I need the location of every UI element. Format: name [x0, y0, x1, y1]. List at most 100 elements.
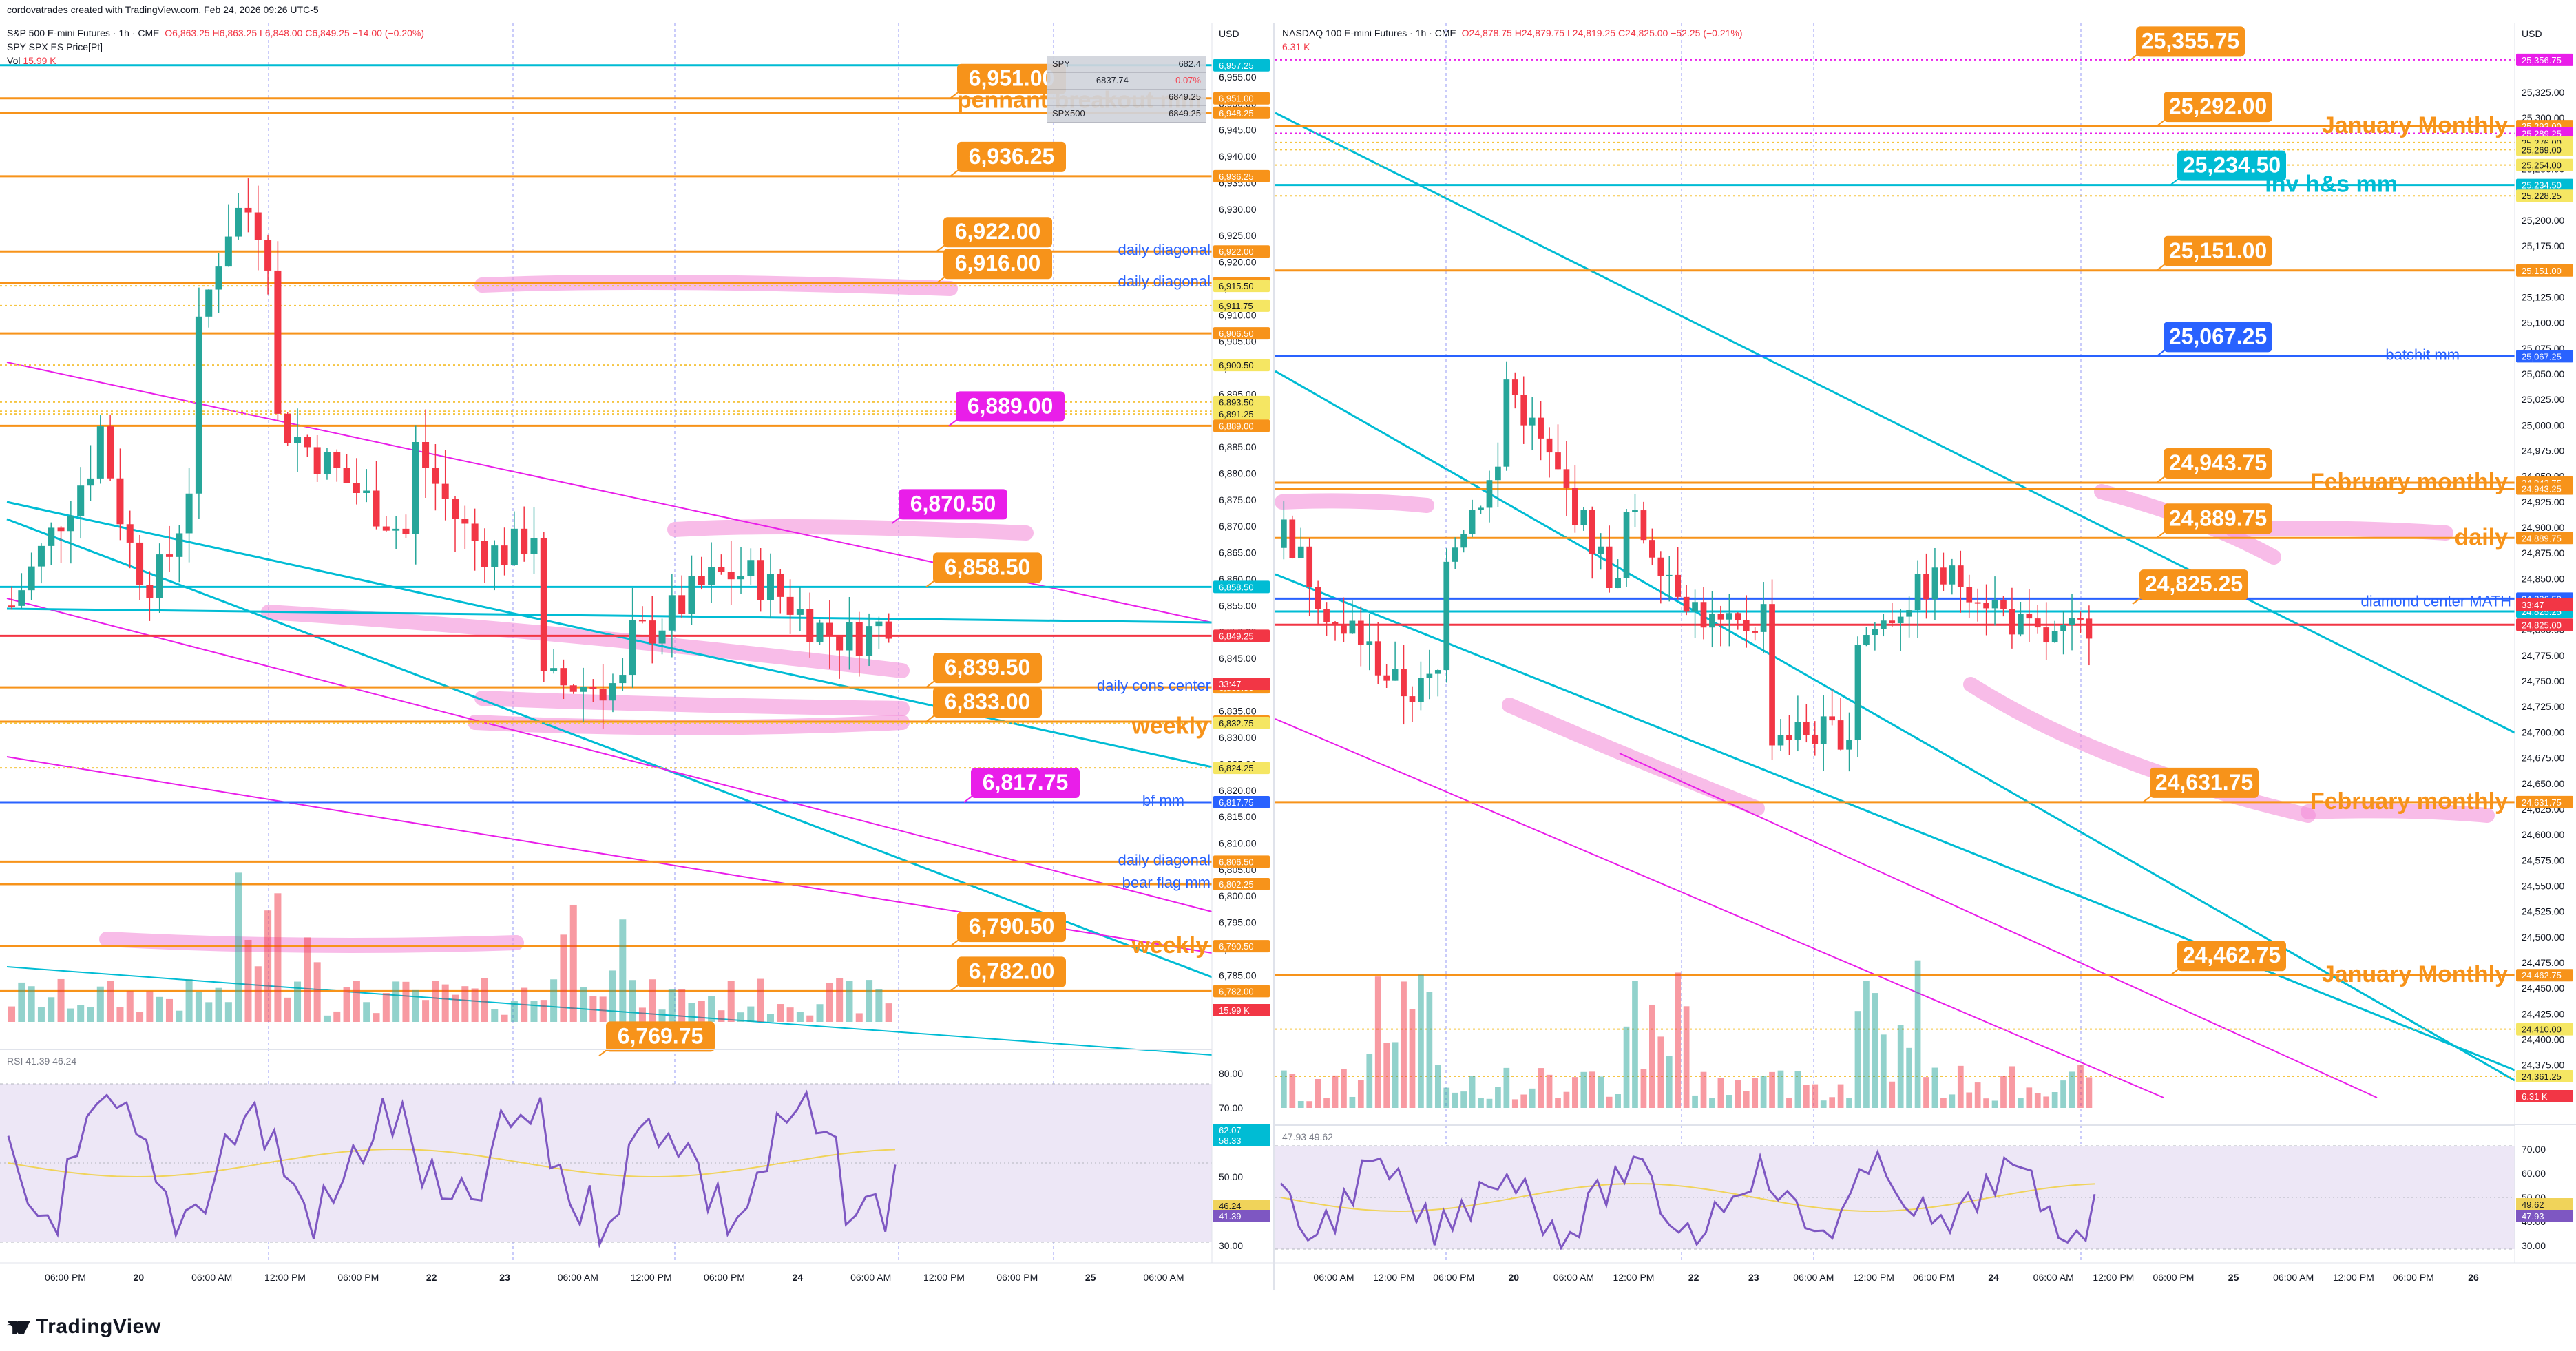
axis-unit: USD — [1219, 28, 1239, 39]
level-label-box: 24,462.75 — [2170, 941, 2286, 976]
candle-body — [176, 533, 183, 557]
volume-bar — [1401, 981, 1407, 1108]
candle-body — [28, 566, 35, 591]
candle-body — [2018, 614, 2024, 635]
axis-price-badge-text: 24,943.25 — [2522, 484, 2562, 494]
volume-bar — [510, 1001, 518, 1022]
candle-body — [569, 685, 577, 692]
level-annotation: January Monthly — [2322, 112, 2508, 138]
time-tick-label: 12:00 PM — [2093, 1272, 2134, 1283]
candle-body — [855, 622, 863, 656]
tradingview-logo[interactable]: TradingView — [7, 1315, 161, 1339]
axis-tick-label: 6,815.00 — [1219, 811, 1257, 822]
level-label-box: 6,922.00 — [936, 217, 1052, 253]
es-chart-pane[interactable]: 6,951.00 6,936.25 6,922.00 6,916.00 6,889.00… — [0, 23, 1273, 1290]
level-annotation: batshit mm — [2385, 346, 2460, 363]
axis-price-badge — [1213, 716, 1270, 729]
es-chart-canvas[interactable]: 6,951.00 6,936.25 6,922.00 6,916.00 6,889.00… — [0, 23, 1273, 1290]
candle-body — [195, 316, 202, 494]
axis-price-badge — [1213, 359, 1270, 372]
volume-bar — [136, 1012, 144, 1022]
volume-bar — [2043, 1096, 2050, 1108]
volume-bar — [37, 1007, 45, 1022]
candle-body — [816, 622, 824, 642]
candle-body — [1966, 587, 1973, 603]
nq-legend-title[interactable]: NASDAQ 100 E-mini Futures · 1h · CME — [1282, 28, 1456, 39]
axis-price-badge-text: 6,911.75 — [1219, 301, 1253, 311]
candle-body — [1760, 604, 1767, 632]
candle-body — [1983, 603, 1989, 609]
candle-body — [1872, 629, 1878, 636]
level-label-text: 24,825.25 — [2145, 572, 2243, 596]
volume-bar — [185, 979, 193, 1022]
axis-price-badge-text: 25,234.50 — [2522, 180, 2562, 191]
es-legend-indicators[interactable]: SPY SPX ES Price[Pt] — [7, 41, 103, 52]
axis-price-badge-text: 6,849.25 — [1219, 631, 1254, 641]
volume-bar — [796, 1012, 804, 1022]
volume-bar — [1931, 1067, 1938, 1108]
volume-bar — [580, 987, 587, 1022]
candle-body — [501, 545, 508, 565]
axis-price-badge — [1213, 419, 1270, 432]
axis-tick-label: 6,920.00 — [1219, 257, 1257, 268]
volume-bar — [2060, 1080, 2066, 1108]
rsi-badge: 46.24 — [1219, 1201, 1242, 1211]
axis-tick-label: 6,795.00 — [1219, 917, 1257, 928]
candle-body — [580, 687, 587, 692]
volume-bar — [224, 1002, 232, 1022]
axis-price-badge — [2516, 618, 2573, 631]
time-tick-label: 06:00 AM — [1313, 1272, 1354, 1283]
candle-body — [786, 596, 794, 615]
candle-body — [1837, 720, 1844, 750]
nq-chart-pane[interactable]: 25,355.75 25,292.00 25,234.50 25,151.00 25,0… — [1275, 23, 2576, 1290]
candle-body — [619, 675, 627, 684]
volume-bar — [323, 1015, 331, 1022]
candle-body — [1495, 466, 1501, 481]
pane-divider[interactable] — [1273, 23, 1275, 1290]
candle-body — [658, 630, 666, 644]
time-tick-label: 06:00 PM — [996, 1272, 1038, 1283]
candle-body — [1692, 602, 1698, 612]
volume-bar — [619, 919, 627, 1022]
candle-body — [96, 426, 104, 479]
candle-body — [1392, 669, 1399, 681]
level-annotation: February monthly — [2310, 469, 2508, 495]
axis-price-badge — [1213, 877, 1270, 890]
volume-bar — [1735, 1080, 1741, 1108]
candle-body — [1794, 722, 1801, 740]
volume-bar — [2009, 1066, 2015, 1108]
es-legend-title[interactable]: S&P 500 E-mini Futures · 1h · CME — [7, 28, 160, 39]
level-annotation: weekly — [1131, 713, 1208, 740]
candle-body — [1812, 735, 1819, 744]
trendline — [6, 501, 1213, 768]
axis-tick-label: 24,750.00 — [2522, 676, 2564, 687]
axis-price-badge-text: 6,824.25 — [1219, 763, 1254, 773]
level-label-text: 6,936.25 — [969, 144, 1055, 169]
axis-price-badge-text: 6,900.50 — [1219, 360, 1254, 370]
candle-body — [1897, 616, 1904, 623]
rsi-badge-bg — [2516, 1198, 2573, 1211]
volume-bar — [1632, 981, 1638, 1108]
axis-tick-label: 6,925.00 — [1219, 230, 1257, 241]
candle-body — [1906, 610, 1912, 617]
candle-body — [1572, 488, 1578, 525]
level-label-bg — [2164, 235, 2272, 266]
axis-price-badge — [2516, 178, 2573, 191]
volume-bar — [1803, 1085, 1810, 1108]
candle-body — [1675, 574, 1682, 597]
volume-bar — [1649, 1004, 1655, 1108]
level-label-bg — [957, 912, 1066, 943]
level-label-text: 6,858.50 — [945, 554, 1031, 579]
volume-bar — [708, 996, 715, 1022]
candle-body — [560, 668, 567, 686]
volume-bar — [1357, 1080, 1364, 1108]
axis-price-badge-text: 6,782.00 — [1219, 986, 1254, 996]
candle-body — [1598, 546, 1604, 555]
time-tick-label: 22 — [426, 1272, 437, 1283]
es-legend-vol-label[interactable]: Vol — [7, 55, 21, 66]
rsi-tick-label: 30.00 — [2522, 1240, 2546, 1251]
candle-body — [333, 452, 341, 468]
candle-body — [1452, 547, 1458, 562]
volume-bar — [1469, 1076, 1476, 1108]
nq-chart-canvas[interactable]: 25,355.75 25,292.00 25,234.50 25,151.00 25,0… — [1275, 23, 2576, 1290]
